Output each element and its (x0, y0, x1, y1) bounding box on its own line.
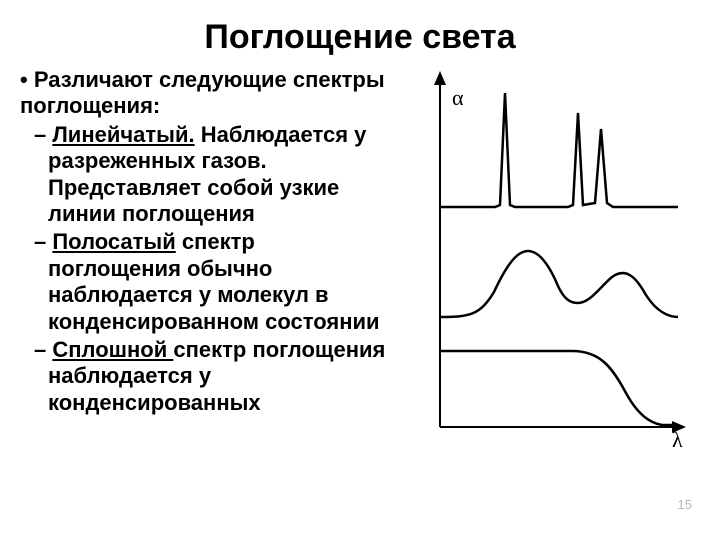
spectra-chart (400, 67, 690, 457)
page-number: 15 (678, 497, 692, 512)
chart-column: α λ (400, 67, 700, 418)
text-column: • Различают следующие спектры поглощения… (20, 67, 400, 418)
term-line: Линейчатый. (52, 122, 194, 147)
curve-band-spectrum (440, 251, 678, 317)
content-row: • Различают следующие спектры поглощения… (0, 67, 720, 418)
list-item: – Сплошной спектр поглощения наблюдается… (20, 337, 392, 416)
bullet-intro: • Различают следующие спектры поглощения… (20, 67, 392, 120)
list-item: – Линейчатый. Наблюдается у разреженных … (20, 122, 392, 228)
y-axis-arrow (434, 71, 446, 85)
lambda-label: λ (672, 427, 683, 453)
page-title: Поглощение света (0, 0, 720, 67)
term-band: Полосатый (52, 229, 175, 254)
list-item: – Полосатый спектр поглощения обычно наб… (20, 229, 392, 335)
curve-continuous-spectrum (440, 351, 678, 425)
term-continuous: Сплошной (52, 337, 173, 362)
curve-line-spectrum (440, 93, 678, 207)
